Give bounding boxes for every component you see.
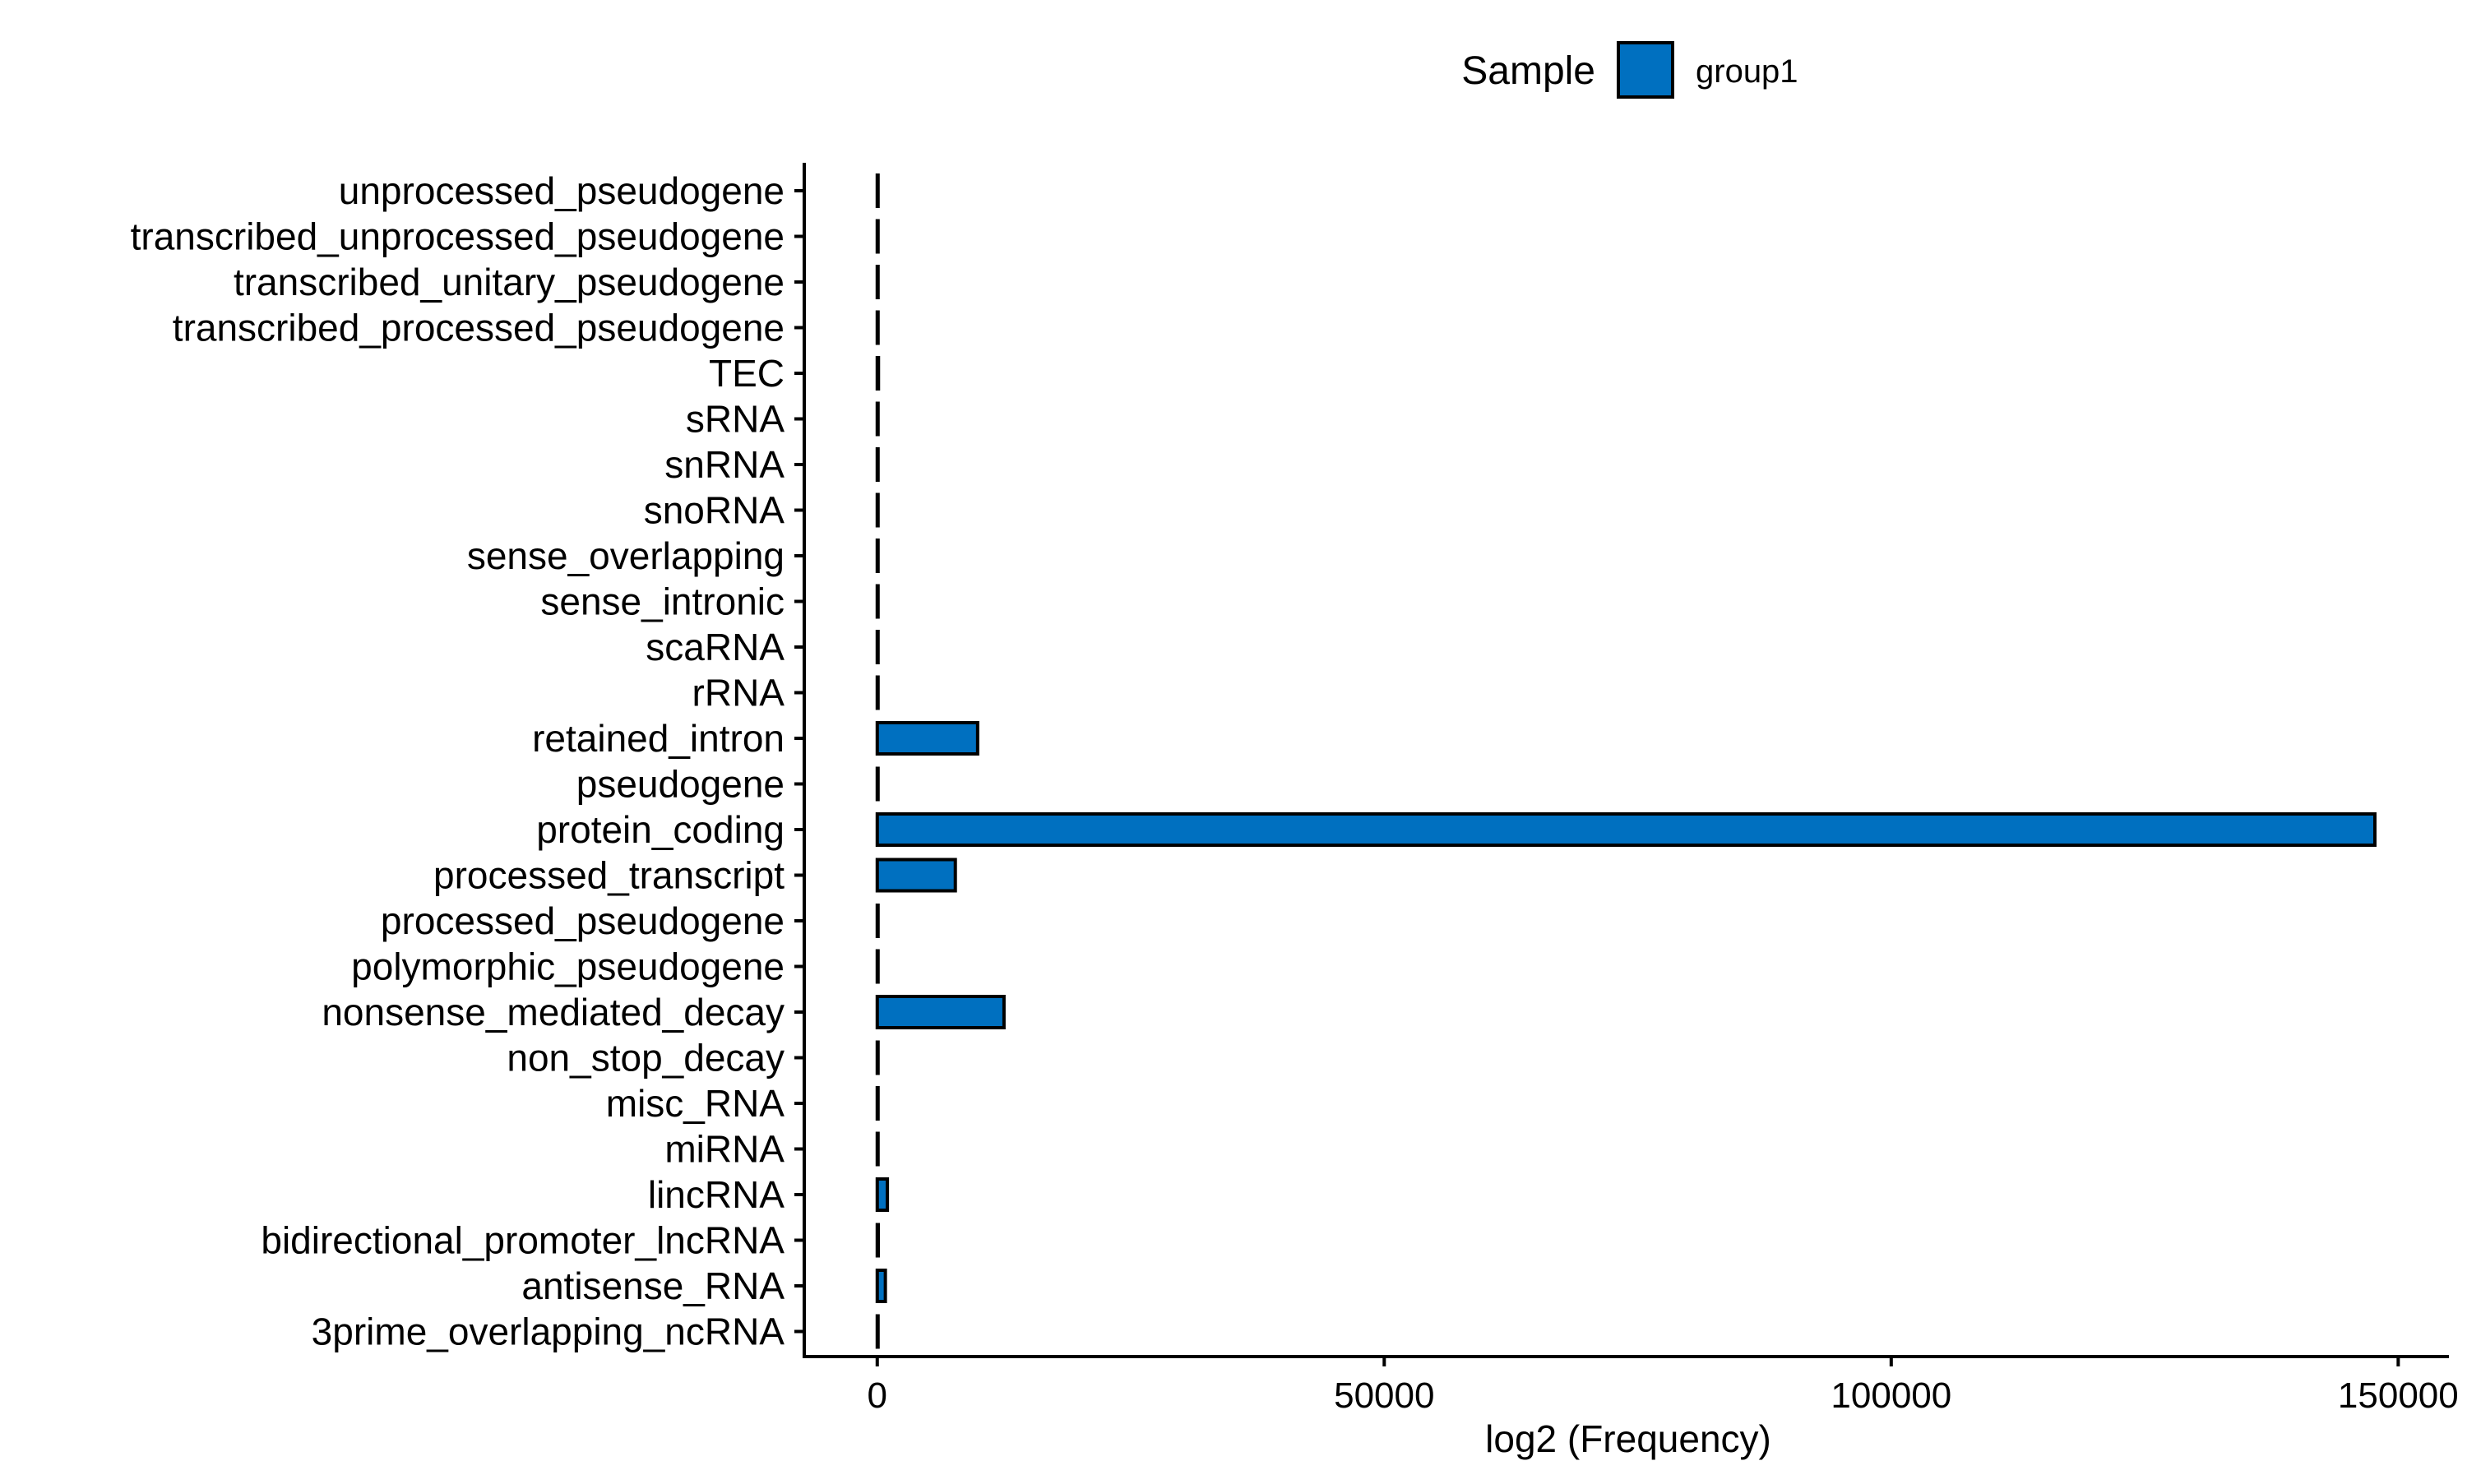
bar-16 (875, 904, 880, 938)
y-tick-label-1: transcribed_unprocessed_pseudogene (131, 215, 785, 258)
bar-0 (875, 173, 880, 208)
bar-7 (875, 492, 880, 528)
y-tick-label-12: retained_intron (532, 717, 785, 760)
bar-19 (875, 1040, 880, 1075)
bar-13 (875, 766, 880, 802)
x-tick-label-3: 150000 (2338, 1375, 2459, 1416)
bar-21 (875, 1131, 880, 1167)
legend: Sample group1 (1461, 41, 1798, 99)
bar-11 (875, 675, 880, 710)
y-axis: unprocessed_pseudogenetranscribed_unproc… (131, 163, 806, 1358)
bar-2 (875, 265, 880, 299)
bar-23 (875, 1223, 881, 1258)
bar-4 (875, 356, 881, 391)
y-tick-label-17: polymorphic_pseudogene (351, 945, 785, 988)
bar-15 (875, 858, 957, 893)
bar-24 (875, 1269, 887, 1303)
y-tick-label-7: snoRNA (644, 489, 785, 532)
bar-12 (875, 721, 979, 756)
y-tick-label-5: sRNA (686, 398, 785, 441)
y-tick-label-23: bidirectional_promoter_lncRNA (261, 1219, 785, 1262)
bar-10 (875, 630, 880, 664)
x-axis: 0 50000 100000 150000 (803, 1355, 2459, 1416)
y-tick-label-6: snRNA (664, 443, 785, 486)
bar-18 (875, 995, 1006, 1029)
bar-5 (875, 401, 880, 437)
bar-25 (875, 1314, 880, 1349)
bars (875, 173, 2377, 1349)
y-tick-label-11: rRNA (692, 672, 785, 714)
y-tick-label-13: pseudogene (576, 763, 785, 806)
y-tick-label-19: non_stop_decay (507, 1037, 785, 1079)
bar-1 (875, 219, 880, 254)
y-tick-label-10: scaRNA (646, 626, 785, 668)
y-tick-label-21: miRNA (664, 1128, 785, 1171)
bar-6 (875, 447, 880, 482)
y-tick-label-14: protein_coding (536, 808, 785, 851)
x-tick-label-1: 50000 (1334, 1375, 1434, 1416)
legend-swatch-group1 (1617, 41, 1674, 99)
bar-3 (875, 310, 880, 345)
y-tick-label-20: misc_RNA (606, 1082, 785, 1125)
y-tick-label-0: unprocessed_pseudogene (339, 169, 785, 212)
y-tick-label-25: 3prime_overlapping_ncRNA (312, 1311, 785, 1353)
y-tick-label-15: processed_transcript (433, 854, 785, 897)
y-tick-label-2: transcribed_unitary_pseudogene (234, 261, 785, 303)
y-tick-label-24: antisense_RNA (521, 1264, 785, 1307)
bar-9 (875, 584, 880, 619)
bar-8 (875, 539, 880, 573)
y-tick-label-3: transcribed_processed_pseudogene (173, 307, 785, 349)
bar-14 (875, 812, 2377, 847)
x-tick-label-0: 0 (868, 1375, 887, 1416)
bar-20 (875, 1086, 880, 1121)
y-tick-label-18: nonsense_mediated_decay (322, 991, 785, 1033)
y-tick-label-9: sense_intronic (540, 580, 785, 623)
x-axis-title: log2 (Frequency) (1485, 1417, 1771, 1460)
y-tick-label-4: TEC (709, 352, 785, 395)
y-tick-label-16: processed_pseudogene (381, 899, 785, 942)
x-tick-label-2: 100000 (1831, 1375, 1951, 1416)
y-tick-label-22: lincRNA (648, 1173, 785, 1216)
bar-17 (875, 949, 880, 984)
y-tick-label-8: sense_overlapping (467, 534, 785, 577)
legend-label-group1: group1 (1696, 53, 1798, 90)
bar-22 (875, 1177, 890, 1212)
legend-title: Sample (1461, 49, 1595, 93)
